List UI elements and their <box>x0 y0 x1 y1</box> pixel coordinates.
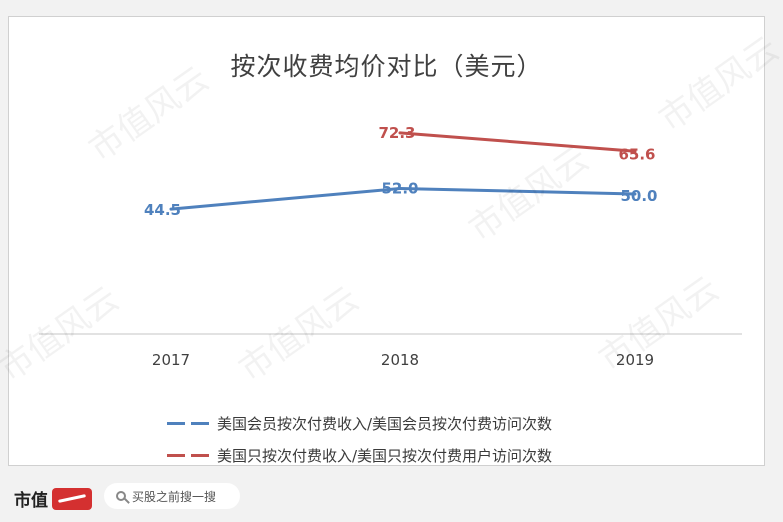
data-label-member-2018: 52.0 <box>381 180 418 198</box>
legend: 美国会员按次付费收入/美国会员按次付费访问次数 美国只按次付费收入/美国只按次付… <box>167 407 552 471</box>
legend-swatch-member <box>167 421 211 425</box>
x-tick-2017: 2017 <box>152 351 190 369</box>
chart-frame: 按次收费均价对比（美元） 44.5 52.0 50.0 72.3 65.6 20… <box>0 16 783 466</box>
series-member-segment-1 <box>169 187 402 211</box>
brand-text: 市值 <box>14 491 48 511</box>
brand-mark-icon <box>52 487 92 510</box>
series-member-segment-2 <box>398 187 637 196</box>
data-label-member-2019: 50.0 <box>620 187 657 205</box>
data-label-member-2017: 44.5 <box>144 201 181 219</box>
legend-label-ppv: 美国只按次付费收入/美国只按次付费用户访问次数 <box>217 446 553 465</box>
series-ppv-segment-2 <box>398 131 637 153</box>
footer-bar: 市值 买股之前搜一搜 <box>8 478 765 514</box>
x-tick-2019: 2019 <box>616 351 654 369</box>
legend-swatch-ppv <box>167 453 211 457</box>
legend-item-member: 美国会员按次付费收入/美国会员按次付费访问次数 <box>167 407 552 439</box>
search-icon <box>116 491 126 501</box>
search-box[interactable]: 买股之前搜一搜 <box>104 483 240 509</box>
plot-area: 44.5 52.0 50.0 72.3 65.6 2017 2018 2019 <box>39 124 742 369</box>
search-placeholder: 买股之前搜一搜 <box>132 489 217 504</box>
data-label-ppv-2018: 72.3 <box>378 124 415 142</box>
chart-title: 按次收费均价对比（美元） <box>230 52 543 81</box>
x-tick-2018: 2018 <box>381 351 419 369</box>
brand-logo[interactable]: 市值 <box>14 486 92 511</box>
legend-item-ppv: 美国只按次付费收入/美国只按次付费用户访问次数 <box>167 439 552 471</box>
legend-label-member: 美国会员按次付费收入/美国会员按次付费访问次数 <box>217 414 553 433</box>
data-label-ppv-2019: 65.6 <box>618 145 655 163</box>
